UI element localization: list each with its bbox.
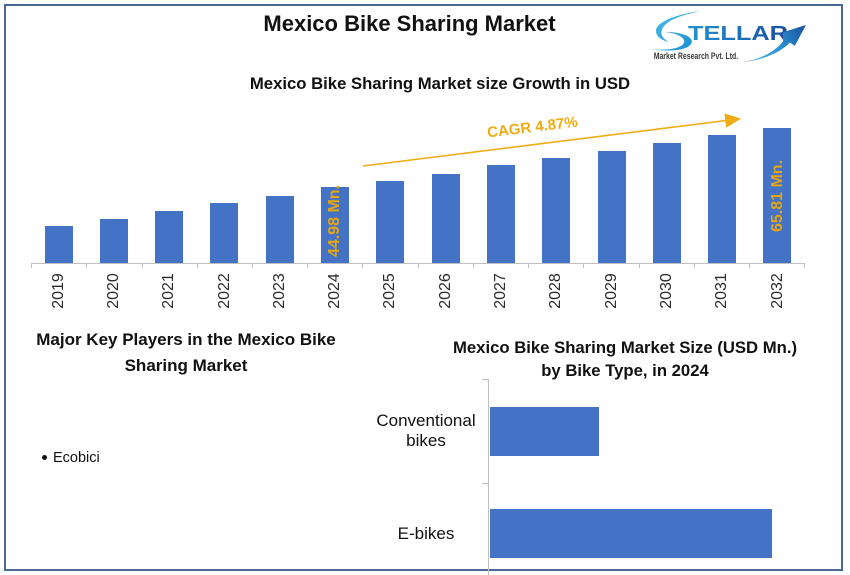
svg-text:TELLAR: TELLAR xyxy=(688,23,789,45)
svg-text:Market Research Pvt. Ltd.: Market Research Pvt. Ltd. xyxy=(654,51,739,62)
